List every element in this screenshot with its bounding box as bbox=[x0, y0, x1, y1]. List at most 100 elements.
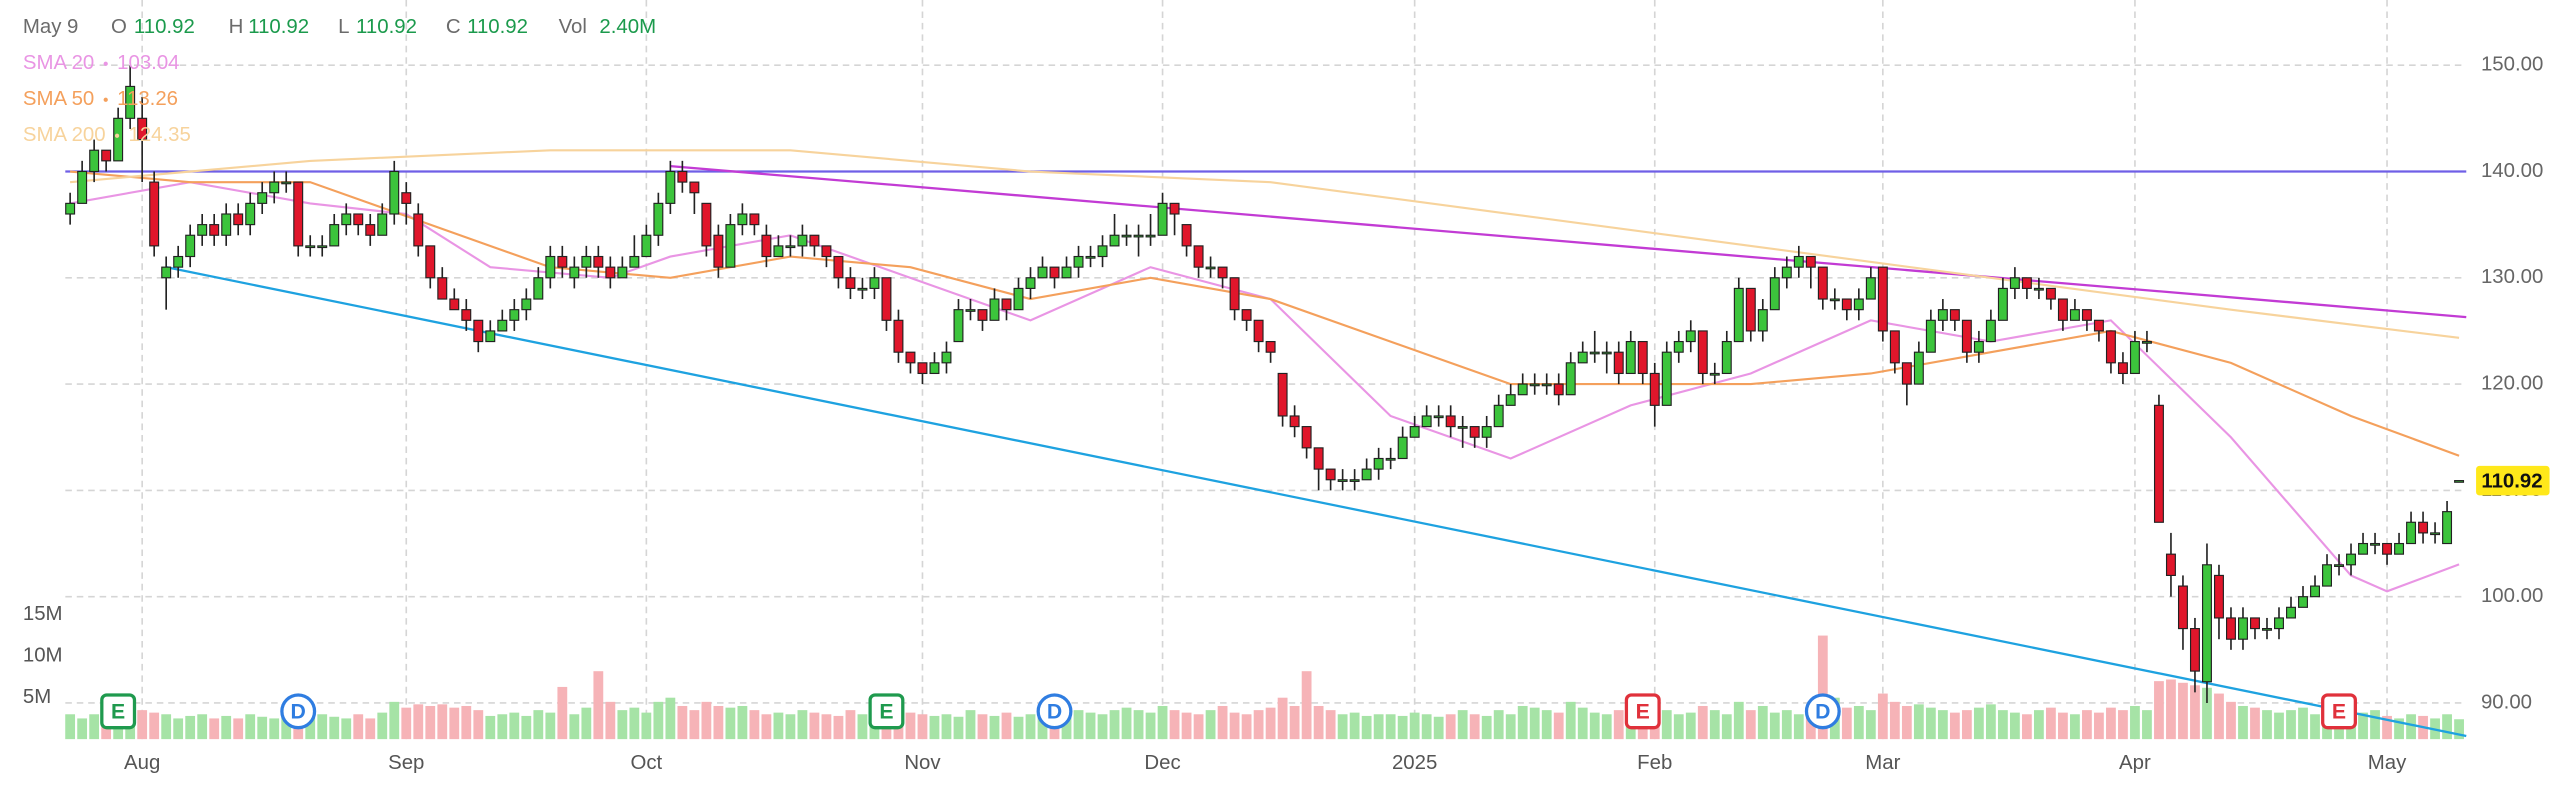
volume-bar bbox=[1265, 707, 1276, 740]
volume-bar bbox=[2406, 714, 2416, 740]
volume-bar bbox=[1697, 705, 1708, 740]
volume-bar bbox=[1277, 697, 1288, 740]
candle-body bbox=[1721, 340, 1732, 375]
candle-body bbox=[1853, 298, 1864, 311]
volume-bar bbox=[2358, 712, 2368, 740]
volume-bar bbox=[1613, 710, 1624, 740]
candle-body bbox=[857, 287, 868, 291]
volume-bar bbox=[1325, 710, 1336, 740]
candle-body bbox=[1937, 309, 1948, 321]
event-label: E bbox=[111, 700, 125, 724]
volume-bar bbox=[1157, 705, 1168, 740]
legend-value: 124.35 bbox=[128, 124, 190, 146]
volume-bar bbox=[1013, 716, 1024, 740]
candle-body bbox=[1949, 309, 1960, 321]
candle-body bbox=[401, 192, 412, 204]
candle-body bbox=[2382, 542, 2393, 555]
event-label: E bbox=[2332, 700, 2346, 724]
volume-bar bbox=[1781, 710, 1792, 740]
candle-body bbox=[281, 181, 292, 185]
candle-body bbox=[1145, 234, 1156, 238]
candle-body bbox=[929, 362, 940, 375]
candle-body bbox=[1061, 266, 1072, 279]
volume-bar bbox=[1061, 715, 1072, 740]
volume-bar bbox=[917, 714, 928, 740]
x-tick-label: Sep bbox=[388, 752, 424, 774]
candle-body bbox=[2201, 564, 2212, 683]
candle-body bbox=[893, 319, 904, 353]
x-tick-label: Nov bbox=[904, 752, 941, 774]
volume-bar bbox=[1145, 712, 1156, 740]
candle-body bbox=[293, 181, 304, 247]
header-low-label: L bbox=[338, 16, 349, 38]
volume-bar bbox=[2238, 705, 2248, 740]
volume-bar bbox=[2118, 710, 2128, 740]
candle-body bbox=[821, 245, 832, 258]
candle-body bbox=[557, 255, 568, 268]
candle-body bbox=[2081, 309, 2092, 321]
candle-body bbox=[1757, 309, 1768, 332]
candle-body bbox=[1169, 202, 1180, 215]
volume-bar bbox=[1517, 705, 1528, 740]
y-tick-label: 90.00 bbox=[2481, 691, 2532, 713]
candle-body bbox=[197, 224, 208, 236]
candle-body bbox=[749, 213, 760, 226]
volume-bar bbox=[1469, 714, 1480, 740]
volume-bar bbox=[221, 715, 232, 740]
candle-body bbox=[1541, 383, 1552, 387]
volume-bar bbox=[749, 710, 760, 740]
volume-bar bbox=[977, 714, 988, 740]
volume-bar bbox=[1805, 715, 1816, 740]
volume-bar bbox=[1481, 715, 1492, 740]
candle-body bbox=[269, 181, 280, 194]
volume-bar bbox=[1421, 714, 1432, 740]
legend-dot bbox=[114, 133, 120, 138]
event-badge bbox=[1624, 693, 1661, 730]
volume-bar bbox=[1409, 712, 1420, 740]
volume-bar bbox=[1961, 710, 1972, 740]
volume-bar bbox=[1949, 712, 1960, 740]
event-label: D bbox=[1047, 700, 1062, 724]
volume-bar bbox=[1793, 714, 1804, 740]
candle-body bbox=[2069, 309, 2080, 321]
volume-bar bbox=[2202, 687, 2212, 740]
x-tick-label: May bbox=[2368, 752, 2407, 774]
candle-body bbox=[2358, 542, 2369, 555]
candle-body bbox=[497, 319, 508, 332]
volume-bar bbox=[1505, 714, 1516, 740]
candle-body bbox=[77, 170, 88, 204]
volume-bar bbox=[365, 718, 376, 740]
volume-bar bbox=[425, 705, 436, 740]
volume-bar bbox=[1913, 704, 1924, 740]
volume-bar bbox=[269, 718, 280, 740]
candle-body bbox=[2057, 298, 2068, 321]
candle-body bbox=[2021, 277, 2032, 289]
volume-bar bbox=[713, 705, 724, 740]
volume-bar bbox=[149, 712, 160, 740]
candle-body bbox=[1601, 351, 1612, 355]
price-label-bg bbox=[2476, 465, 2550, 496]
x-tick-label: Mar bbox=[1865, 752, 1900, 774]
volume-bar bbox=[1877, 693, 1888, 740]
volume-bar bbox=[77, 718, 88, 740]
candle-body bbox=[1361, 468, 1372, 481]
legend-dot bbox=[103, 61, 108, 66]
volume-bar bbox=[449, 707, 460, 740]
candle-body bbox=[2213, 574, 2224, 619]
volume-bar bbox=[1565, 701, 1576, 740]
volume-bar bbox=[1289, 705, 1300, 740]
volume-bar bbox=[1577, 707, 1588, 740]
volume-bar bbox=[1025, 714, 1036, 740]
header-close-label: C bbox=[446, 16, 461, 38]
volume-bar bbox=[533, 710, 544, 740]
event-badge bbox=[1804, 693, 1841, 730]
volume-bar bbox=[401, 707, 412, 740]
candle-body bbox=[1205, 266, 1216, 270]
candle-body bbox=[1877, 266, 1888, 332]
candle-body bbox=[221, 213, 232, 236]
candle-body bbox=[989, 298, 1000, 321]
candle-body bbox=[2322, 564, 2332, 587]
volume-bar bbox=[989, 715, 1000, 740]
candle-body bbox=[2442, 511, 2453, 545]
